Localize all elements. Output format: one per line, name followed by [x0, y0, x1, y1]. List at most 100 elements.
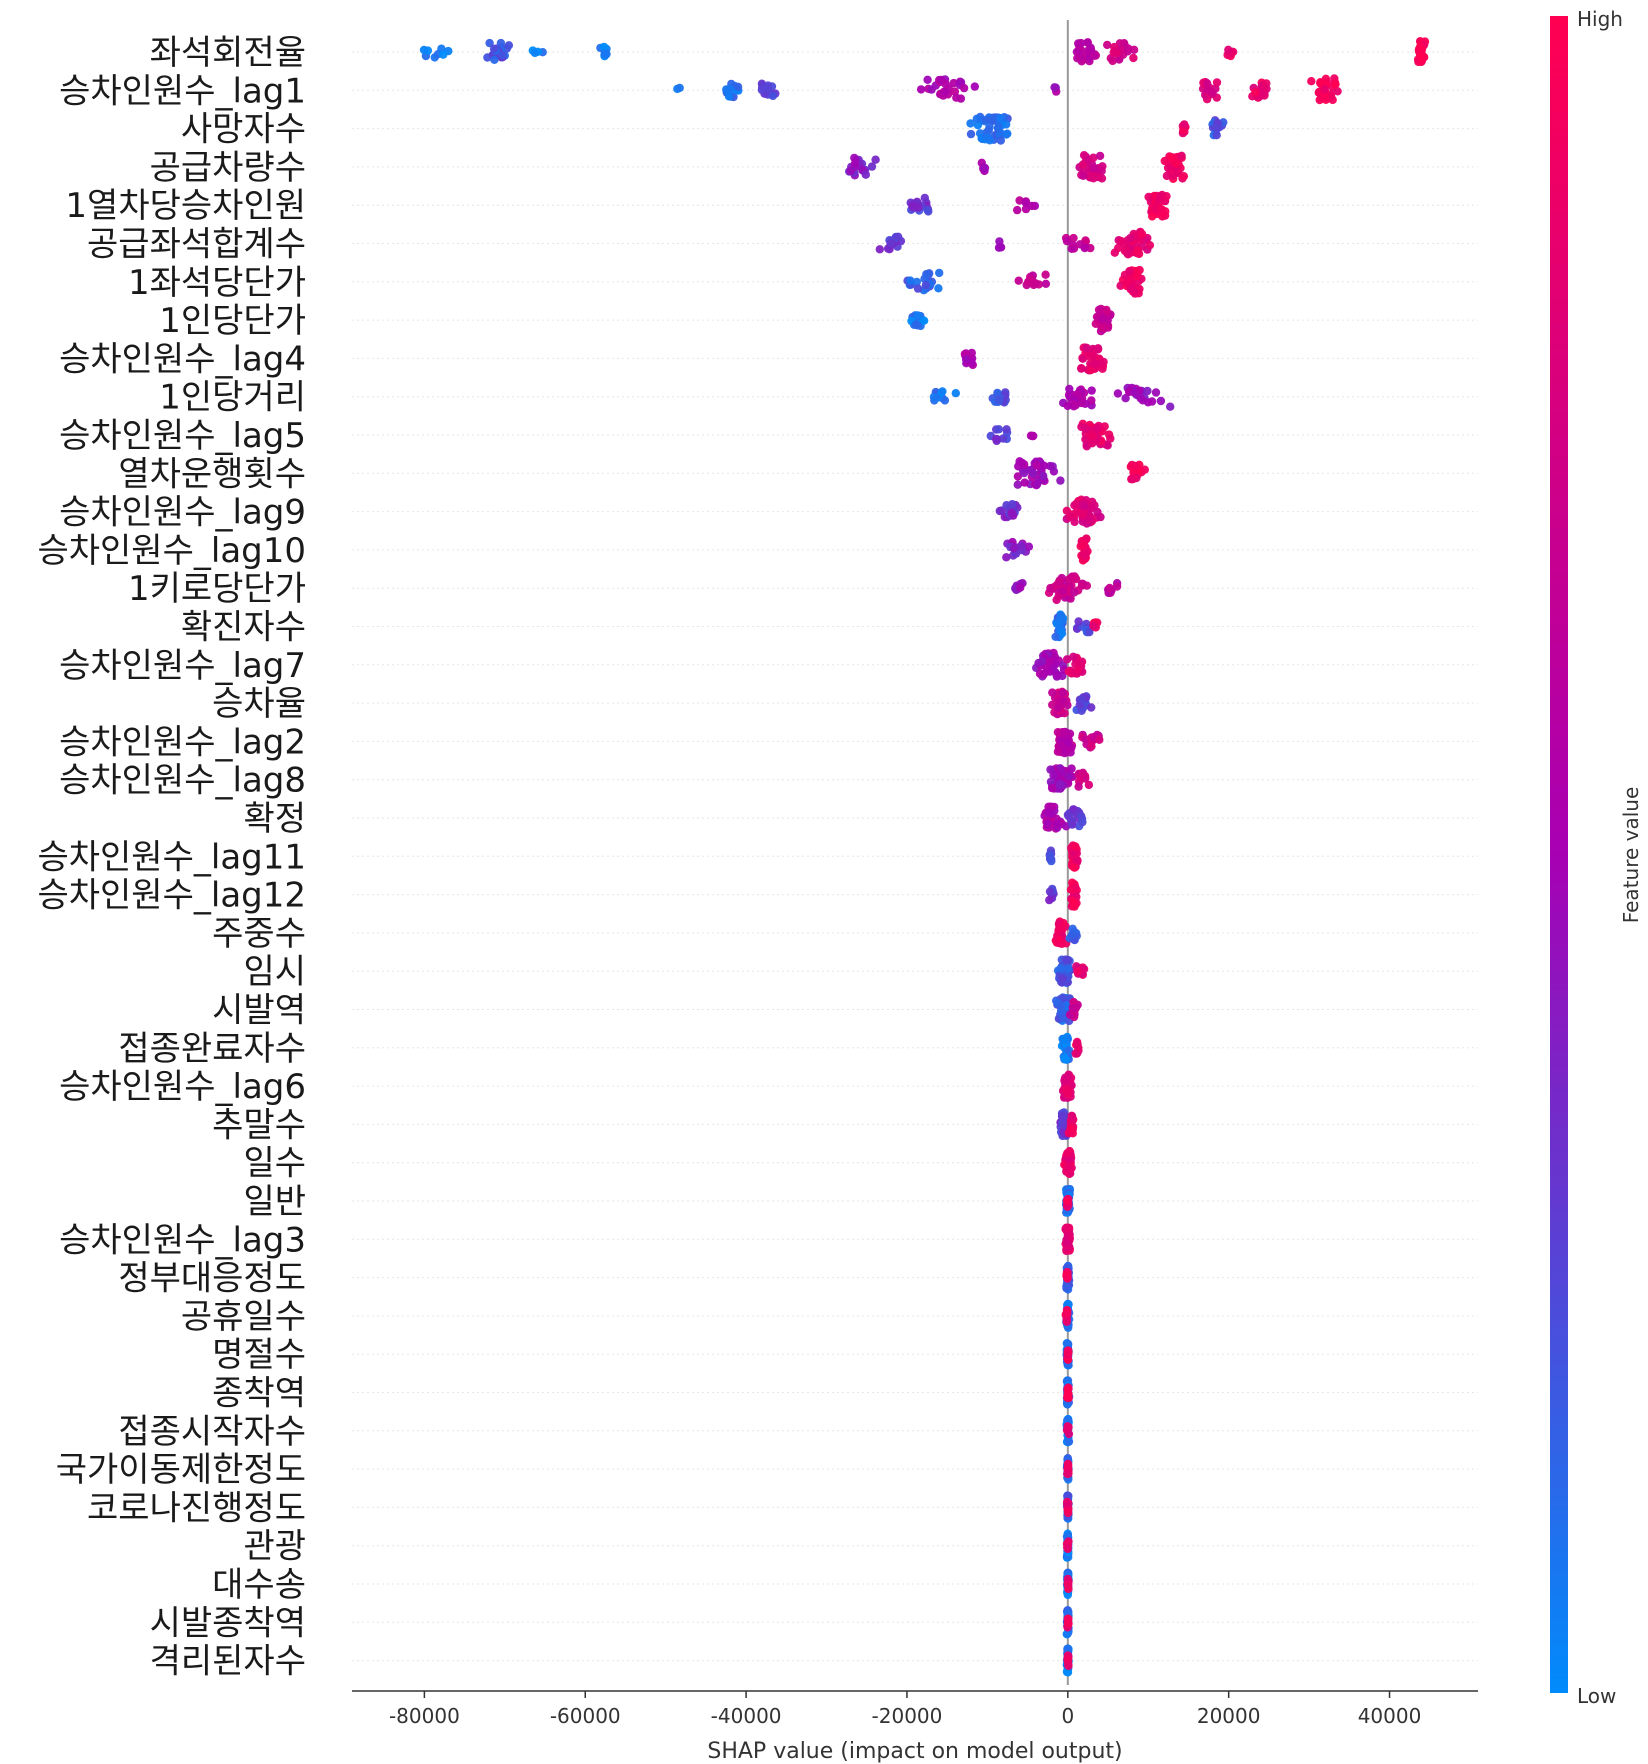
shap-point — [496, 38, 506, 48]
shap-point — [1067, 764, 1076, 773]
shap-point — [1088, 439, 1097, 448]
shap-point — [1064, 812, 1073, 821]
shap-point — [768, 91, 778, 101]
shap-point — [1074, 617, 1083, 626]
shap-point — [1055, 934, 1064, 944]
feature-label: 열차운행횟수 — [118, 454, 306, 494]
shap-point — [1057, 1001, 1066, 1010]
shap-point — [929, 392, 939, 402]
shap-point — [1212, 131, 1221, 140]
shap-point — [1058, 586, 1068, 596]
shap-point — [1077, 364, 1086, 373]
shap-point — [1009, 544, 1018, 553]
shap-point — [1055, 576, 1064, 585]
shap-point — [861, 170, 870, 179]
shap-point — [504, 41, 514, 50]
shap-point — [1056, 964, 1065, 973]
shap-point — [994, 425, 1004, 434]
feature-label: 공휴일수 — [181, 1297, 306, 1337]
shap-point — [1070, 501, 1079, 510]
shap-point — [1224, 45, 1233, 54]
feature-label: 시발종착역 — [150, 1603, 306, 1643]
shap-point — [1063, 1163, 1072, 1173]
shap-point — [951, 389, 960, 398]
shap-point — [1077, 581, 1087, 590]
shap-point — [1131, 461, 1140, 471]
shap-point — [1013, 205, 1022, 215]
feature-label: 1인당거리 — [159, 378, 306, 418]
feature-label: 대수송 — [212, 1565, 306, 1605]
shap-point — [1095, 735, 1104, 744]
feature-label: 1좌석당단가 — [128, 263, 306, 303]
shap-point — [498, 50, 507, 60]
shap-point — [1056, 612, 1066, 622]
shap-point — [1039, 669, 1049, 679]
shap-point — [938, 387, 947, 396]
shap-point — [1074, 1043, 1083, 1052]
shap-point — [1087, 386, 1096, 395]
feature-label: 승차인원수_lag5 — [59, 416, 306, 456]
shap-point — [1333, 87, 1342, 96]
shap-point — [1160, 156, 1170, 166]
shap-point — [941, 87, 950, 97]
x-tick-label: 40000 — [1358, 1704, 1422, 1728]
colorbar-gradient — [1550, 16, 1568, 1693]
shap-point — [970, 82, 979, 91]
shap-point — [1090, 359, 1100, 369]
shap-point — [1112, 582, 1122, 591]
shap-point — [1106, 434, 1115, 443]
shap-point — [1017, 541, 1026, 551]
shap-point — [1024, 542, 1034, 551]
shap-point — [923, 75, 932, 85]
shap-point — [1070, 588, 1079, 597]
shap-point — [1017, 458, 1027, 468]
shap-point — [1072, 857, 1081, 866]
shap-point — [1179, 172, 1189, 181]
shap-point — [1064, 1155, 1074, 1164]
shap-point — [1063, 1499, 1073, 1508]
feature-label: 확진자수 — [181, 608, 306, 648]
shap-point — [1123, 44, 1133, 53]
shap-point — [1085, 515, 1094, 525]
shap-point — [1129, 287, 1139, 296]
shap-point — [1063, 1543, 1072, 1552]
shap-point — [875, 245, 884, 254]
feature-label: 시발역 — [212, 991, 306, 1031]
shap-point — [913, 321, 922, 330]
shap-point — [1113, 389, 1123, 398]
shap-point — [919, 316, 929, 325]
shap-point — [1087, 703, 1096, 712]
shap-point — [1063, 1299, 1073, 1309]
shap-point — [1060, 748, 1069, 758]
shap-point — [871, 155, 880, 164]
shap-point — [1003, 129, 1012, 138]
shap-point — [1331, 80, 1340, 89]
shap-point — [1076, 811, 1086, 821]
shap-point — [1064, 1437, 1074, 1446]
shap-point — [1045, 657, 1055, 666]
shap-point — [1064, 1429, 1074, 1439]
shap-point — [961, 355, 971, 364]
shap-point — [1307, 77, 1316, 86]
feature-label: 승차인원수_lag6 — [59, 1067, 306, 1107]
feature-label: 1열차당승차인원 — [65, 186, 306, 226]
feature-label: 승차인원수_lag7 — [59, 646, 306, 686]
shap-point — [1079, 550, 1088, 559]
shap-point — [1126, 233, 1135, 243]
shap-point — [1068, 896, 1077, 905]
shap-point — [1162, 171, 1172, 181]
shap-point — [966, 129, 976, 139]
feature-label: 접종완료자수 — [118, 1029, 306, 1069]
shap-point — [1415, 42, 1425, 51]
shap-point — [1102, 305, 1111, 315]
shap-point — [1038, 656, 1047, 666]
shap-point — [1058, 974, 1067, 983]
shap-point — [1046, 853, 1055, 862]
shap-point — [1045, 895, 1054, 905]
feature-label: 국가이동제한정도 — [56, 1450, 306, 1490]
shap-point — [1064, 1619, 1073, 1628]
shap-point — [489, 44, 499, 53]
shap-point — [1116, 236, 1126, 246]
feature-label: 확정 — [243, 799, 306, 839]
shap-point — [959, 83, 969, 93]
